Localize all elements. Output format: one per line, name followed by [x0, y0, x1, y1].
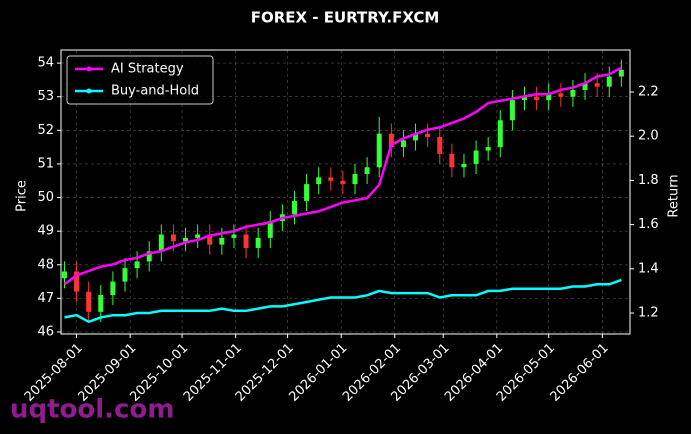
y2-tick-label: 1.4: [638, 261, 659, 276]
candle-body: [98, 295, 104, 312]
candle-body: [231, 234, 237, 238]
y-tick-label: 53: [37, 89, 54, 104]
candle-body: [522, 96, 528, 101]
candle-body: [534, 96, 540, 101]
plot-frame: [60, 49, 631, 335]
y-tick-label: 52: [37, 123, 54, 138]
candle-body: [122, 268, 128, 282]
candle-body: [316, 177, 322, 185]
y-tick-label: 46: [37, 324, 54, 339]
legend-label: AI Strategy: [111, 62, 184, 77]
candle-body: [388, 133, 394, 148]
candle-body: [134, 261, 140, 269]
y-tick-label: 51: [37, 156, 54, 171]
candle-body: [86, 291, 92, 312]
candle-body: [74, 271, 80, 292]
y-tick-label: 48: [37, 257, 54, 272]
return-line: [64, 278, 622, 324]
candle-body: [425, 133, 431, 138]
y-tick-label: 54: [37, 56, 54, 71]
candle-body: [291, 200, 297, 215]
candle-body: [558, 93, 564, 97]
candle-body: [497, 120, 503, 148]
candle-body: [146, 251, 152, 262]
candle-body: [267, 221, 273, 238]
y2-tick-label: 1.2: [638, 306, 659, 321]
y2-tick-label: 1.6: [638, 217, 659, 232]
candle-body: [195, 234, 201, 238]
candle-body: [304, 184, 310, 201]
candle-body: [449, 153, 455, 168]
candle-body: [364, 167, 370, 175]
candle-body: [376, 133, 382, 168]
candle-body: [219, 237, 225, 245]
candle-body: [61, 271, 67, 279]
candle-body: [400, 140, 406, 148]
candle-body: [473, 150, 479, 164]
candle-body: [340, 180, 346, 185]
candle-body: [352, 174, 358, 185]
candle-body: [509, 100, 515, 121]
candle-body: [413, 133, 419, 141]
candle-body: [183, 237, 189, 242]
candle-body: [546, 93, 552, 101]
candle-body: [606, 76, 612, 87]
candle-body: [582, 83, 588, 90]
candle-body: [158, 234, 164, 252]
legend-box: [66, 55, 214, 105]
candle-body: [461, 163, 467, 168]
candle-body: [243, 234, 249, 248]
y-tick-label: 49: [37, 224, 54, 239]
candle-body: [437, 137, 443, 154]
y-axis-label: Price: [15, 180, 30, 212]
y2-axis-label: Return: [667, 174, 682, 217]
legend-marker: [86, 88, 92, 94]
y2-tick-label: 1.8: [638, 173, 659, 188]
candle-body: [570, 89, 576, 97]
candle-body: [110, 281, 116, 296]
candle-body: [618, 69, 624, 77]
y-tick-label: 50: [37, 190, 54, 205]
y-tick-label: 47: [37, 291, 54, 306]
candle-body: [594, 83, 600, 87]
candle-body: [255, 237, 261, 248]
return-line: [63, 66, 622, 286]
candle-body: [170, 234, 176, 242]
candle-body: [328, 177, 334, 181]
legend-marker: [86, 66, 92, 72]
watermark: uqtool.com: [10, 395, 174, 425]
candle-body: [207, 234, 213, 245]
candle-body: [485, 147, 491, 151]
y2-tick-label: 2.2: [638, 84, 659, 99]
chart-title: FOREX - EURTRY.FXCM: [251, 9, 440, 27]
legend-label: Buy-and-Hold: [111, 84, 199, 99]
y2-tick-label: 2.0: [638, 129, 659, 144]
